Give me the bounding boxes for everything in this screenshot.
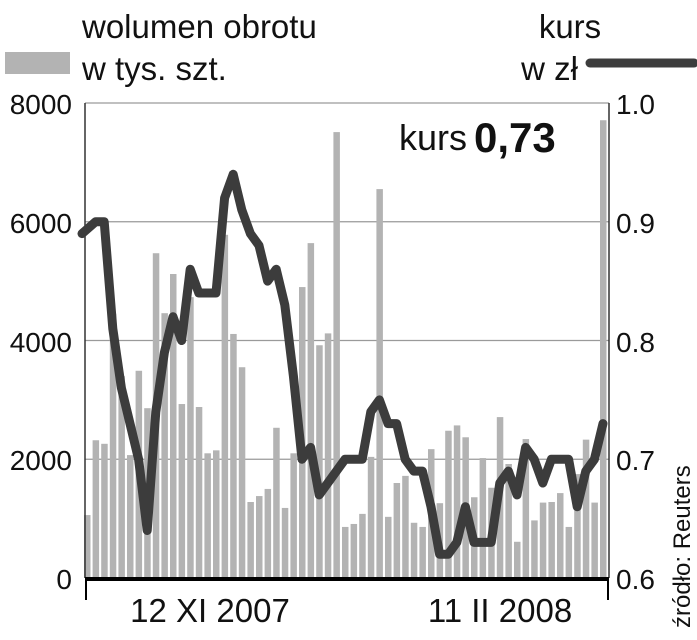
volume-bar (247, 502, 254, 578)
volume-bar (522, 439, 530, 578)
volume-bar (230, 333, 237, 578)
volume-bar (419, 526, 426, 578)
volume-bar (539, 502, 547, 578)
volume-bar (393, 483, 401, 578)
volume-bar (514, 541, 521, 578)
right-tick-label: 0.6 (616, 564, 655, 595)
volume-bar (256, 496, 263, 578)
volume-bar (479, 458, 487, 578)
left-tick-label: 0 (56, 564, 72, 595)
volume-bar (600, 120, 607, 578)
volume-bar (333, 132, 340, 578)
volume-bar (92, 440, 100, 578)
source-label: źródło: Reuters (669, 465, 696, 628)
legend-line-label-1: kurs (539, 8, 601, 45)
volume-bar (574, 474, 581, 578)
volume-bar (342, 526, 349, 578)
volume-bar (531, 520, 538, 578)
annotation-value: 0,73 (474, 114, 556, 161)
volume-bar (453, 425, 461, 578)
volume-bar (376, 189, 383, 578)
volume-bar (84, 515, 91, 578)
x-tick-label: 12 XI 2007 (130, 592, 290, 629)
volume-bar (213, 450, 220, 578)
annotation-label: kurs (399, 117, 467, 158)
plot-frame (84, 103, 610, 600)
price-line-group (77, 169, 608, 559)
right-tick-label: 0.8 (616, 327, 655, 358)
volume-bar (505, 464, 512, 578)
volume-bar (367, 456, 375, 578)
volume-bar (350, 523, 358, 578)
volume-bar (402, 475, 409, 578)
volume-bar (591, 502, 598, 578)
volume-bar (324, 333, 332, 578)
volume-bar (204, 453, 211, 578)
x-tick-label: 11 II 2008 (428, 592, 572, 629)
volume-bar (238, 367, 246, 578)
volume-bar (101, 443, 108, 578)
legend-bars-swatch (5, 52, 70, 74)
volume-bar (565, 526, 573, 578)
volume-bar (557, 493, 564, 578)
right-axis-ticks: 0.6 0.7 0.8 0.9 1.0 (616, 89, 655, 595)
volume-bar (281, 507, 289, 578)
volume-bar (170, 274, 177, 578)
volume-bar (316, 345, 323, 578)
legend-line-label-2: w zł (520, 50, 579, 87)
volume-bar (195, 407, 203, 578)
volume-bar (178, 404, 186, 578)
volume-bar (307, 243, 315, 578)
legend-bars-label-1: wolumen obrotu (81, 8, 317, 45)
volume-bar (385, 516, 392, 578)
volume-bar (161, 313, 168, 578)
volume-bar (582, 439, 590, 578)
volume-bar (359, 513, 366, 578)
volume-bar (264, 488, 272, 578)
volume-bar (109, 313, 117, 578)
right-tick-label: 1.0 (616, 89, 655, 120)
volume-bar (273, 427, 280, 578)
left-tick-label: 2000 (10, 445, 72, 476)
left-tick-label: 6000 (10, 208, 72, 239)
volume-bar (221, 234, 229, 578)
volume-bar (118, 376, 125, 578)
volume-bar (127, 455, 134, 578)
volume-bar (445, 430, 452, 578)
volume-bar (410, 522, 418, 578)
right-tick-label: 0.7 (616, 445, 655, 476)
volume-bar (187, 297, 194, 578)
left-tick-label: 8000 (10, 89, 72, 120)
left-axis-ticks: 0 2000 4000 6000 8000 (10, 89, 72, 595)
legend-bars-label-2: w tys. szt. (81, 50, 227, 87)
volume-bar (548, 502, 555, 578)
left-tick-label: 4000 (10, 327, 72, 358)
volume-bar (290, 453, 297, 578)
price-line (77, 169, 608, 559)
right-tick-label: 0.9 (616, 208, 655, 239)
